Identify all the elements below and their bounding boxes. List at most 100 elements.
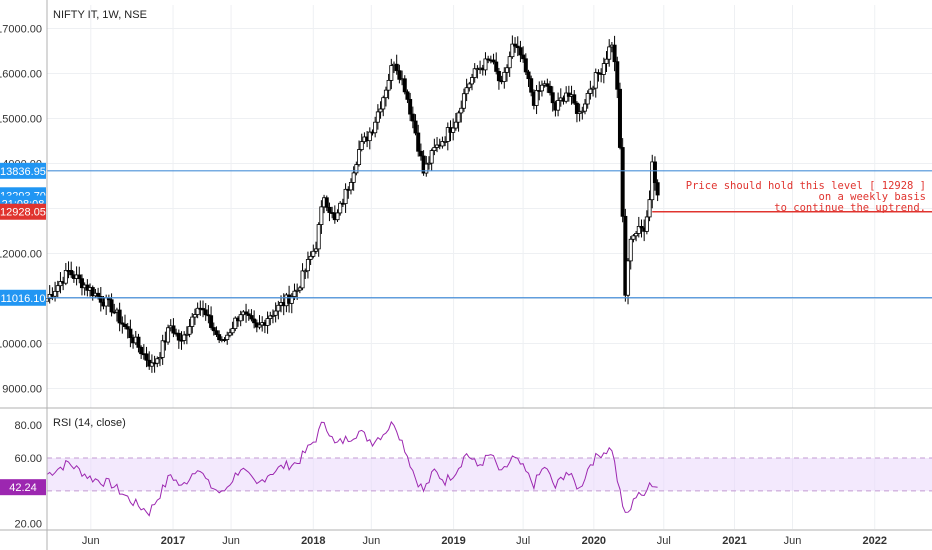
candle-body[interactable] bbox=[556, 100, 561, 111]
rsi-line[interactable] bbox=[46, 420, 658, 517]
candle-body[interactable] bbox=[354, 164, 359, 174]
candle-body[interactable] bbox=[184, 333, 189, 336]
candle-body[interactable] bbox=[157, 357, 162, 360]
candle-body[interactable] bbox=[324, 197, 329, 208]
candle-body[interactable] bbox=[585, 93, 590, 105]
candle-body[interactable] bbox=[182, 334, 187, 341]
candle-body[interactable] bbox=[273, 310, 278, 316]
candle-body[interactable] bbox=[139, 346, 144, 355]
candle-body[interactable] bbox=[655, 182, 660, 196]
candle-body[interactable] bbox=[494, 61, 499, 72]
candle-body[interactable] bbox=[378, 108, 383, 113]
candle-body[interactable] bbox=[383, 89, 388, 99]
candle-body[interactable] bbox=[244, 311, 249, 315]
candle-body[interactable] bbox=[504, 67, 509, 73]
candle-body[interactable] bbox=[171, 325, 176, 334]
candle-body[interactable] bbox=[303, 270, 308, 273]
candle-body[interactable] bbox=[518, 47, 523, 56]
candle-body[interactable] bbox=[144, 353, 149, 361]
candle-body[interactable] bbox=[620, 147, 625, 217]
candle-body[interactable] bbox=[348, 182, 353, 191]
candle-body[interactable] bbox=[246, 313, 251, 316]
candle-body[interactable] bbox=[53, 290, 58, 297]
candle-body[interactable] bbox=[79, 278, 84, 289]
candle-body[interactable] bbox=[211, 327, 216, 332]
candle-body[interactable] bbox=[639, 225, 644, 229]
candle-body[interactable] bbox=[98, 295, 103, 303]
candle-body[interactable] bbox=[529, 78, 534, 93]
candle-body[interactable] bbox=[588, 88, 593, 94]
candle-body[interactable] bbox=[628, 238, 633, 262]
candle-body[interactable] bbox=[456, 112, 461, 123]
candle-body[interactable] bbox=[416, 132, 421, 152]
candle-body[interactable] bbox=[397, 70, 402, 80]
candle-body[interactable] bbox=[252, 318, 257, 324]
candle-body[interactable] bbox=[249, 315, 254, 320]
candle-body[interactable] bbox=[432, 147, 437, 151]
candle-body[interactable] bbox=[507, 56, 512, 69]
candle-body[interactable] bbox=[486, 58, 491, 61]
candle-body[interactable] bbox=[305, 259, 310, 272]
candle-body[interactable] bbox=[459, 107, 464, 114]
candle-body[interactable] bbox=[426, 162, 431, 165]
candle-body[interactable] bbox=[230, 328, 235, 334]
candle-body[interactable] bbox=[408, 98, 413, 115]
candle-body[interactable] bbox=[300, 270, 305, 289]
candle-body[interactable] bbox=[117, 309, 122, 324]
candle-body[interactable] bbox=[577, 111, 582, 114]
candle-body[interactable] bbox=[295, 289, 300, 292]
candle-body[interactable] bbox=[604, 58, 609, 64]
candle-body[interactable] bbox=[90, 287, 95, 297]
candle-body[interactable] bbox=[343, 188, 348, 204]
candle-body[interactable] bbox=[257, 324, 262, 328]
price-candles[interactable] bbox=[45, 35, 660, 373]
candle-body[interactable] bbox=[394, 63, 399, 72]
candle-body[interactable] bbox=[201, 308, 206, 311]
candle-body[interactable] bbox=[289, 296, 294, 304]
candle-body[interactable] bbox=[96, 292, 101, 297]
candle-body[interactable] bbox=[631, 235, 636, 240]
candle-body[interactable] bbox=[125, 326, 130, 330]
candle-body[interactable] bbox=[176, 332, 181, 341]
candle-body[interactable] bbox=[548, 85, 553, 94]
candle-body[interactable] bbox=[319, 206, 324, 225]
candle-body[interactable] bbox=[644, 216, 649, 232]
candle-body[interactable] bbox=[214, 330, 219, 335]
candle-body[interactable] bbox=[128, 328, 133, 339]
candle-body[interactable] bbox=[545, 83, 550, 87]
rsi-line-group[interactable] bbox=[46, 420, 658, 517]
candle-body[interactable] bbox=[515, 45, 520, 49]
candle-body[interactable] bbox=[338, 202, 343, 214]
candle-body[interactable] bbox=[470, 77, 475, 85]
candle-body[interactable] bbox=[166, 327, 171, 343]
candle-body[interactable] bbox=[483, 58, 488, 71]
candle-body[interactable] bbox=[593, 72, 598, 89]
candle-body[interactable] bbox=[297, 287, 302, 291]
candle-body[interactable] bbox=[539, 84, 544, 92]
candle-body[interactable] bbox=[120, 322, 125, 325]
candle-body[interactable] bbox=[109, 299, 114, 313]
candle-body[interactable] bbox=[564, 92, 569, 102]
candle-body[interactable] bbox=[615, 61, 620, 90]
candle-body[interactable] bbox=[63, 270, 68, 284]
candle-body[interactable] bbox=[472, 68, 477, 78]
candle-body[interactable] bbox=[405, 91, 410, 100]
candle-body[interactable] bbox=[418, 150, 423, 157]
candle-body[interactable] bbox=[209, 315, 214, 328]
candle-body[interactable] bbox=[574, 102, 579, 114]
candle-body[interactable] bbox=[367, 131, 372, 142]
candle-body[interactable] bbox=[623, 215, 628, 296]
candle-body[interactable] bbox=[357, 149, 362, 166]
price-tags[interactable]: 13836.9513293.7021:08:0812928.0511016.10… bbox=[0, 162, 46, 496]
candle-body[interactable] bbox=[491, 59, 496, 63]
candle-body[interactable] bbox=[217, 334, 222, 341]
candle-body[interactable] bbox=[327, 206, 332, 213]
candle-body[interactable] bbox=[502, 71, 507, 82]
candle-body[interactable] bbox=[410, 113, 415, 122]
candle-body[interactable] bbox=[311, 250, 316, 257]
candle-body[interactable] bbox=[386, 79, 391, 91]
candle-body[interactable] bbox=[461, 93, 466, 109]
candle-body[interactable] bbox=[389, 65, 394, 81]
candle-body[interactable] bbox=[276, 304, 281, 312]
candle-body[interactable] bbox=[359, 141, 364, 150]
